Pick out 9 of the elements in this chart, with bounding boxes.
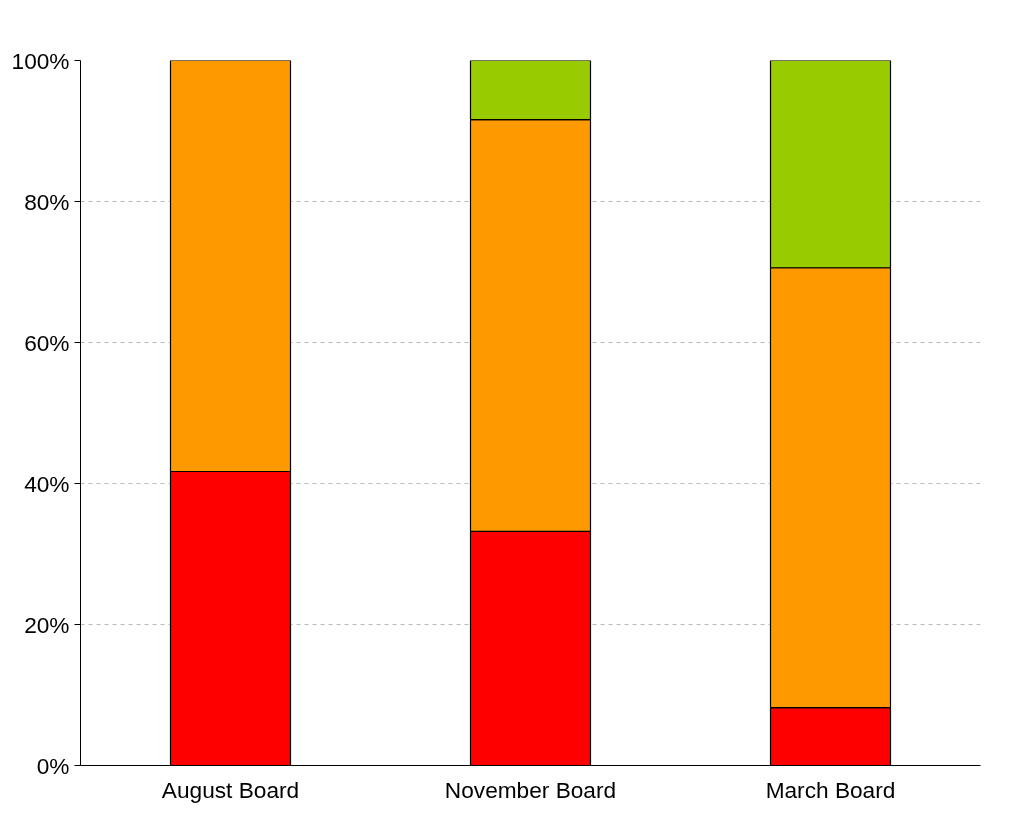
y-tick-label: 60% (24, 329, 70, 356)
y-tick-label: 40% (24, 470, 70, 497)
y-tick-label: 20% (24, 611, 70, 638)
x-tick-label: March Board (765, 776, 896, 803)
x-tick-label: November Board (444, 776, 617, 803)
y-tick-label: 0% (36, 752, 70, 779)
x-tick-label: August Board (161, 776, 300, 803)
y-tick-label: 100% (11, 47, 70, 74)
y-tick-label: 80% (24, 188, 70, 215)
